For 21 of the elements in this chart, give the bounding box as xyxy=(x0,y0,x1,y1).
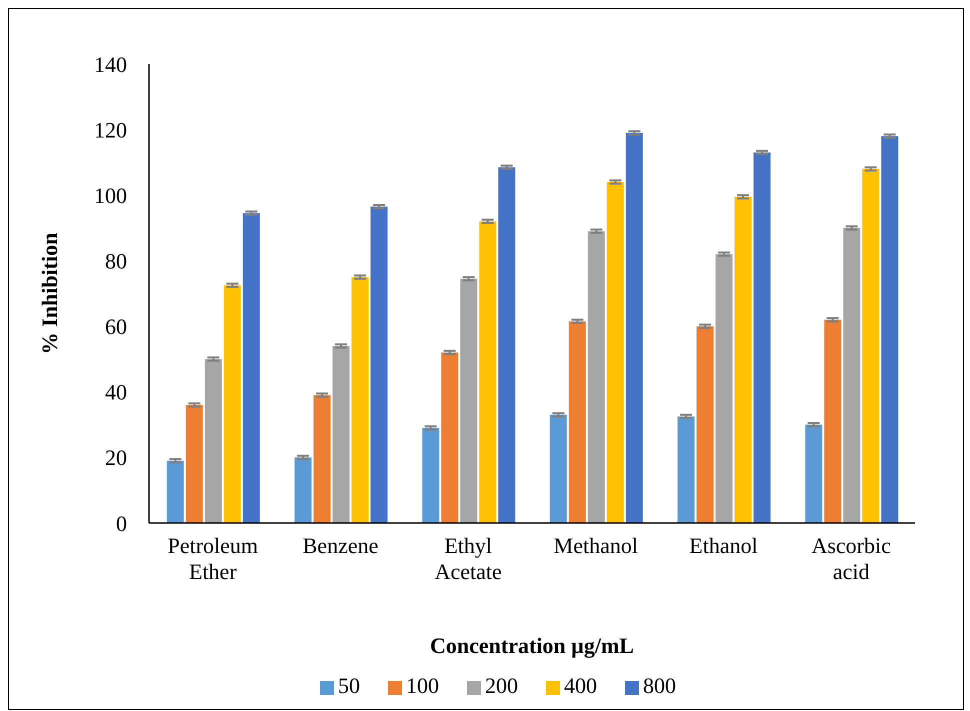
x-tick-label: Ascorbic acid xyxy=(811,533,892,584)
y-tick-label: 80 xyxy=(105,248,127,274)
y-axis-title: % Inhibition xyxy=(36,232,62,354)
x-tick-label: Ethanol xyxy=(689,533,758,558)
x-tick-label: Ethyl Acetate xyxy=(434,533,502,584)
y-tick-label: 0 xyxy=(116,510,127,536)
legend-label: 200 xyxy=(485,673,518,698)
y-tick-label: 120 xyxy=(94,117,127,142)
y-tick-label: 140 xyxy=(94,52,127,77)
legend-label: 400 xyxy=(564,673,597,698)
x-tick-label: Benzene xyxy=(302,533,378,558)
legend-label: 50 xyxy=(338,673,360,698)
legend-label: 100 xyxy=(406,673,439,698)
y-tick-label: 40 xyxy=(105,380,127,405)
x-axis-title: Concentration µg/mL xyxy=(430,633,634,658)
x-tick-label: Petroleum Ether xyxy=(168,533,258,584)
y-tick-label: 20 xyxy=(105,445,127,470)
legend-label: 800 xyxy=(643,673,676,698)
y-tick-label: 60 xyxy=(105,314,127,340)
x-tick-label: Methanol xyxy=(554,533,638,558)
y-tick-label: 100 xyxy=(94,182,127,208)
